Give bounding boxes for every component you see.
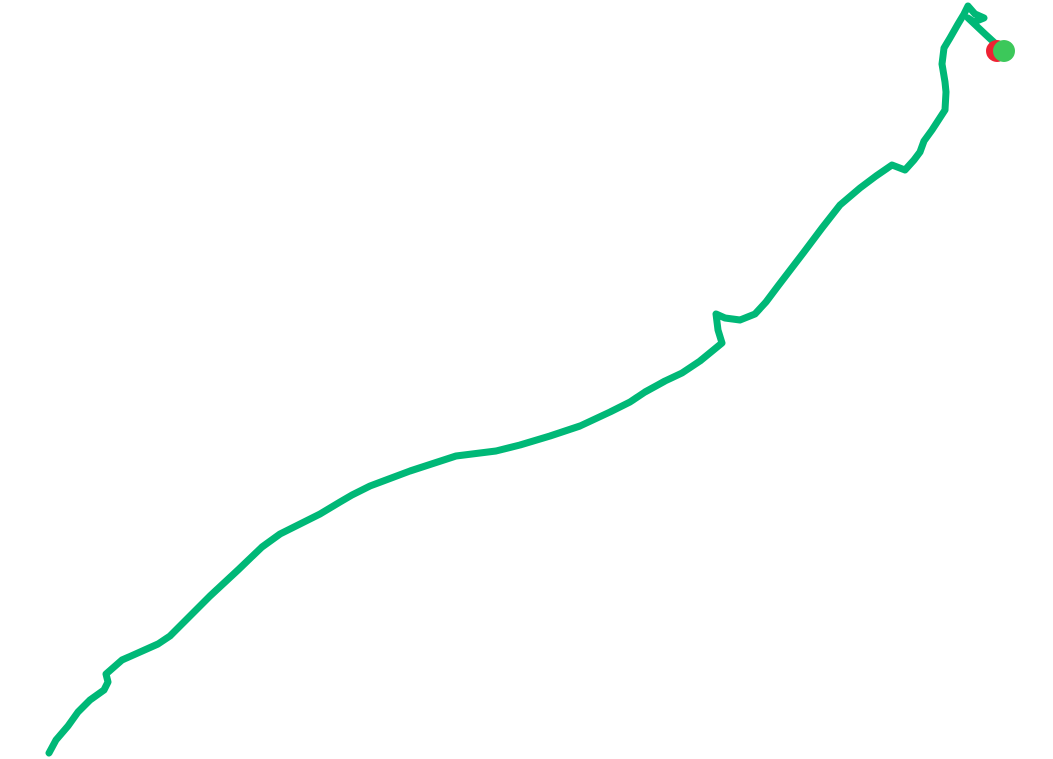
end-marker[interactable]: [993, 40, 1015, 62]
gps-track-line: [45, 2, 1002, 757]
